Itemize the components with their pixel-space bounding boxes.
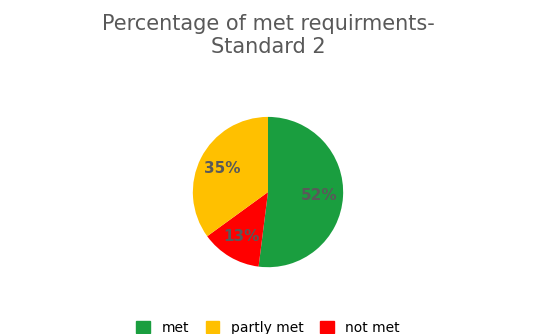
Legend: met, partly met, not met: met, partly met, not met [131, 315, 405, 334]
Wedge shape [258, 117, 343, 267]
Text: 52%: 52% [301, 188, 337, 203]
Text: 35%: 35% [204, 161, 241, 176]
Wedge shape [193, 117, 268, 236]
Text: 13%: 13% [224, 228, 260, 243]
Wedge shape [207, 192, 268, 267]
Title: Percentage of met requirments-
Standard 2: Percentage of met requirments- Standard … [102, 14, 434, 57]
